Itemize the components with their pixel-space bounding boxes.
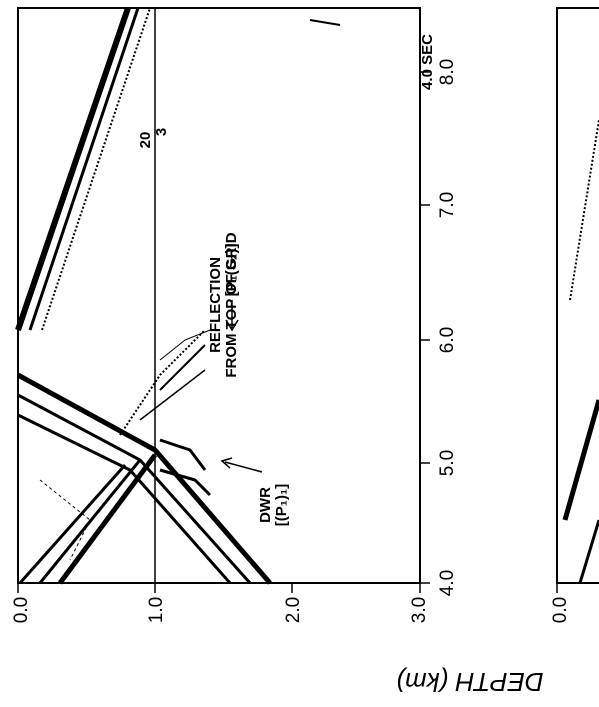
depth-tick: 3.0 [409, 597, 430, 623]
time-tick: 7.0 [437, 192, 458, 218]
depth-tick: 2.0 [283, 597, 304, 623]
time-tick: 8.0 [437, 59, 458, 85]
annotation: DWR [257, 487, 274, 523]
arrow [220, 457, 263, 473]
annotation: [P₁(S₂)] [223, 244, 240, 297]
depth-tick: 0.0 [550, 597, 571, 623]
time-tick: 5.0 [437, 450, 458, 476]
axis-title: DEPTH (km) [396, 667, 543, 697]
depth-tick: 0.0 [11, 597, 32, 623]
annotation: REFLECTION [207, 257, 224, 353]
time-tick: 4.0 [437, 570, 458, 596]
grid-mark: 20 [137, 132, 154, 149]
time-label: 4.0 SEC [419, 34, 436, 90]
wavefronts [15, 7, 341, 585]
panel-frame [17, 7, 421, 584]
time-tick: 6.0 [437, 327, 458, 353]
wavefronts [562, 119, 599, 584]
arrow [139, 369, 206, 421]
panel-frame [556, 7, 599, 584]
depth-tick: 1.0 [146, 597, 167, 623]
ticks [17, 71, 430, 593]
grid-mark: 3 [153, 128, 170, 136]
arrow [225, 300, 239, 332]
annotation: [(P₁)₁] [273, 484, 290, 526]
